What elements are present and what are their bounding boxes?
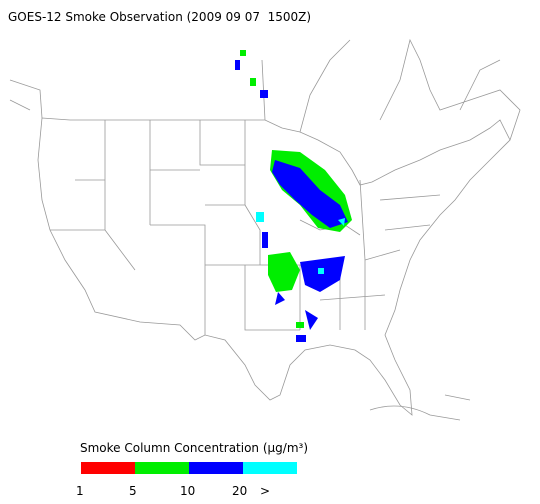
- colorbar-segment: [189, 462, 243, 474]
- smoke-area: [272, 160, 348, 228]
- base-map: [9, 38, 521, 421]
- title: GOES-12 Smoke Observation (2009 09 07 15…: [8, 10, 311, 24]
- colorbar: 1 5 10 20 >: [76, 462, 297, 498]
- colorbar-segment: [81, 462, 135, 474]
- colorbar-segment: [243, 462, 297, 474]
- us-outline: [37, 117, 511, 416]
- colorbar-label: >: [260, 484, 270, 498]
- colorbar-segment: [135, 462, 189, 474]
- colorbar-label: 1: [76, 484, 84, 498]
- gulf-islands: [369, 394, 471, 421]
- state-lines: [50, 120, 441, 335]
- smoke-pixels: [235, 50, 352, 342]
- smoke-area: [262, 232, 345, 305]
- smoke-area: [235, 60, 318, 342]
- colorbar-label: 20: [232, 484, 247, 498]
- colorbar-label: 5: [129, 484, 137, 498]
- legend-title: Smoke Column Concentration (μg/m³): [80, 441, 308, 455]
- smoke-area: [268, 252, 300, 292]
- colorbar-label: 10: [180, 484, 195, 498]
